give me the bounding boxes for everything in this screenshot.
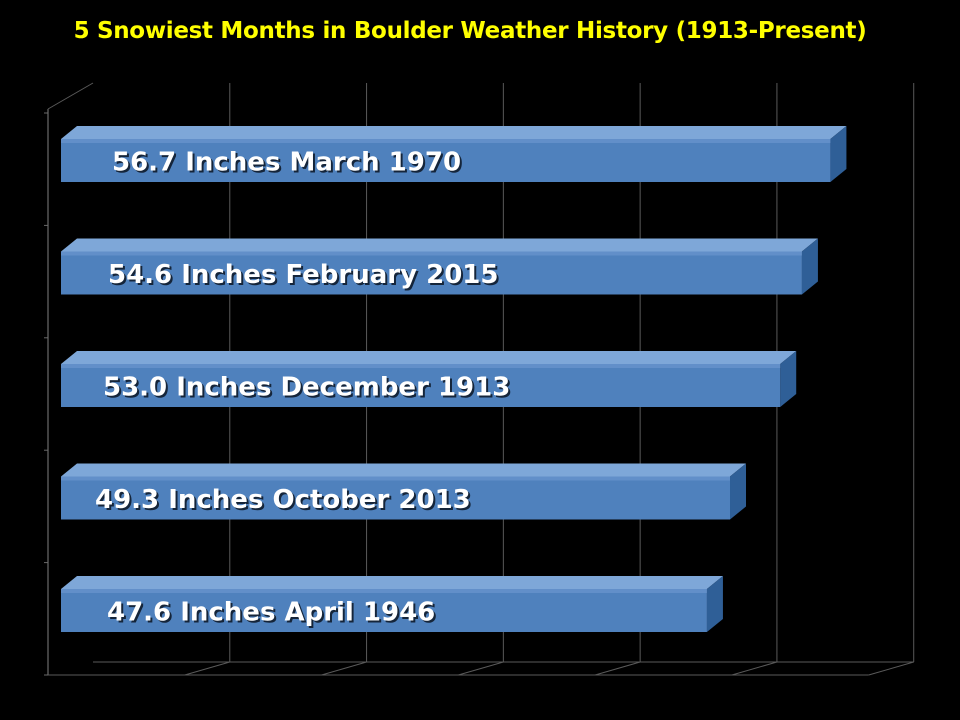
bar-highlight: [61, 589, 707, 593]
bar-highlight: [61, 476, 731, 481]
bar-label: 56.7 Inches March 1970: [112, 148, 461, 178]
floor-gridline-60: [868, 661, 914, 676]
bar-side-face: [801, 238, 818, 295]
floor-gridline-50: [731, 661, 778, 676]
bar-highlight: [61, 251, 802, 256]
bar-top-face: [61, 126, 847, 139]
bar-label-shadow: 49.3 Inches October 2013: [97, 487, 473, 517]
bar-top-face: [61, 576, 723, 589]
bar-front-face: [61, 589, 707, 632]
bar-front-face: [61, 476, 731, 520]
bar-top-face: [61, 351, 797, 364]
bar-label-shadow: 47.6 Inches April 1946: [109, 600, 437, 630]
floor-gridline-40: [595, 661, 641, 676]
bar-front-face: [61, 139, 831, 182]
bar-front-face: [61, 251, 802, 295]
bar-label: 47.6 Inches April 1946: [107, 598, 435, 628]
bar-label-shadow: 53.0 Inches December 1913: [105, 375, 512, 405]
bar-front-face: [61, 364, 781, 407]
bar-side-face: [780, 351, 797, 407]
bar-label: 54.6 Inches February 2015: [108, 260, 498, 290]
floor-gridline-10: [184, 661, 230, 676]
bar-top-face: [61, 463, 747, 477]
bar-side-face: [830, 126, 847, 182]
bar-side-face: [706, 576, 723, 632]
bar-label: 49.3 Inches October 2013: [95, 485, 471, 515]
bar-label: 53.0 Inches December 1913: [103, 373, 510, 403]
bar-label-shadow: 56.7 Inches March 1970: [114, 150, 463, 180]
floor-gridline-20: [321, 661, 367, 676]
bar-highlight: [61, 364, 781, 368]
chart-title: 5 Snowiest Months in Boulder Weather His…: [73, 18, 867, 44]
bar-highlight: [61, 139, 831, 143]
bar-label-shadow: 54.6 Inches February 2015: [110, 262, 500, 292]
back-wall-edge: [47, 82, 94, 110]
bar-side-face: [730, 463, 747, 520]
bar-top-face: [61, 238, 818, 252]
floor-gridline-30: [458, 661, 504, 676]
